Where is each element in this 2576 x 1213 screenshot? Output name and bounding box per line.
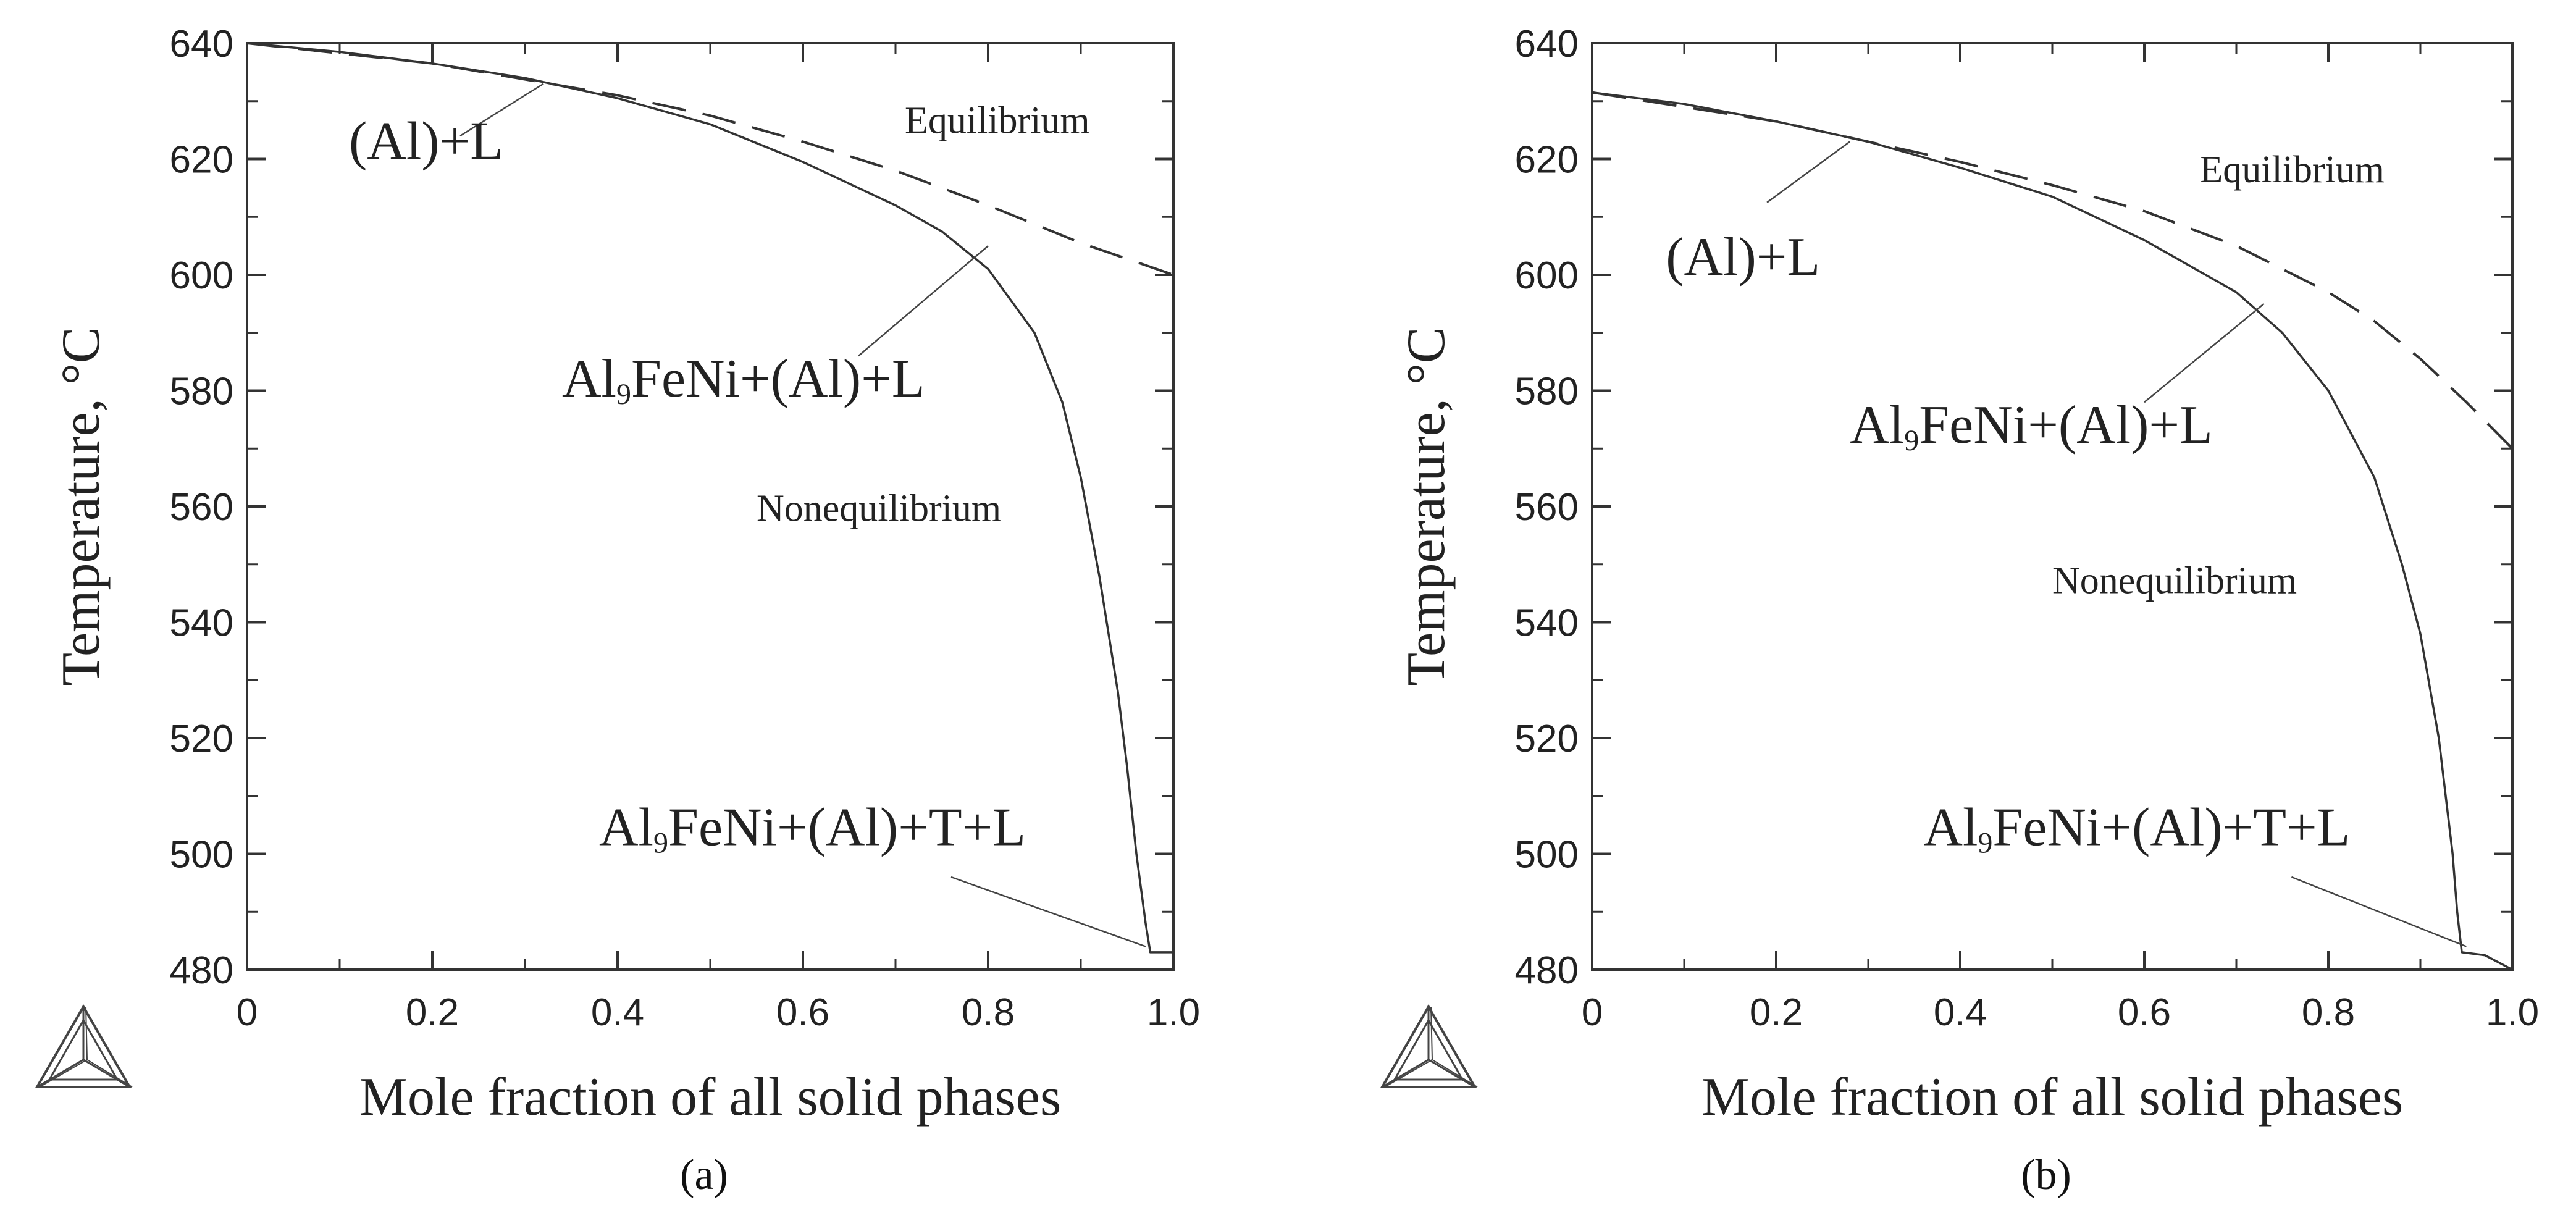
x-tick-label: 0.4 xyxy=(591,991,644,1034)
y-tick-label: 480 xyxy=(170,949,233,992)
y-axis-title: Temperature, °C xyxy=(1396,327,1456,686)
y-tick-label: 560 xyxy=(170,486,233,529)
annotation-leader-line xyxy=(1766,141,1850,203)
y-tick-label: 520 xyxy=(1515,718,1579,760)
y-tick-label: 500 xyxy=(1515,834,1579,876)
y-tick-label: 580 xyxy=(170,371,233,413)
x-tick-label: 0.6 xyxy=(776,991,829,1034)
x-tick-label: 0.2 xyxy=(406,991,459,1034)
x-tick-label: 0 xyxy=(1582,991,1603,1034)
annotation-label: Equilibrium xyxy=(905,99,1090,141)
annotation-leader-line xyxy=(2144,303,2265,403)
thermocalc-logo-icon xyxy=(1380,1004,1478,1088)
x-tick-label: 1.0 xyxy=(1147,991,1200,1034)
y-tick-label: 480 xyxy=(1515,949,1579,992)
x-tick-label: 0 xyxy=(237,991,258,1034)
y-tick-label: 560 xyxy=(1515,486,1579,529)
annotation-label: (Al)+L xyxy=(1666,227,1820,287)
annotation-label: Nonequilibrium xyxy=(2052,560,2297,602)
panel-label: (a) xyxy=(680,1151,728,1199)
y-tick-label: 620 xyxy=(170,139,233,182)
x-tick-label: 0.4 xyxy=(1934,991,1987,1034)
y-tick-label: 640 xyxy=(1515,23,1579,65)
y-tick-label: 580 xyxy=(1515,371,1579,413)
annotation-label: (Al)+L xyxy=(349,112,503,172)
x-axis-title: Mole fraction of all solid phases xyxy=(1701,1067,2403,1127)
y-tick-label: 540 xyxy=(1515,602,1579,645)
y-tick-label: 540 xyxy=(170,602,233,645)
annotation-label: Nonequilibrium xyxy=(757,487,1001,529)
annotation-leader-line xyxy=(2291,876,2467,947)
y-axis-title: Temperature, °C xyxy=(51,327,111,686)
series-line-equilibrium xyxy=(1592,91,2514,450)
y-tick-label: 640 xyxy=(170,23,233,65)
chart-panel-b: 0 0.2 0.4 0.6 0.8 1.0 480 500 520 540 560 580 600 620… xyxy=(1380,23,2539,1199)
chart-panel-a: 0 0.2 0.4 0.6 0.8 1.0 480 500 520 540 560 580 600 620… xyxy=(35,23,1200,1199)
y-tick-label: 500 xyxy=(170,834,233,876)
panel-label: (b) xyxy=(2021,1151,2071,1199)
annotation-label: Al9FeNi+(Al)+L xyxy=(1850,395,2213,457)
y-tick-label: 620 xyxy=(1515,139,1579,182)
annotation-label: Equilibrium xyxy=(2199,149,2385,191)
x-tick-label: 1.0 xyxy=(2486,991,2539,1034)
x-tick-label: 0.8 xyxy=(2302,991,2355,1034)
x-axis-title: Mole fraction of all solid phases xyxy=(359,1067,1061,1127)
x-tick-label: 0.2 xyxy=(1750,991,1803,1034)
annotation-label: Al9FeNi+(Al)+T+L xyxy=(1923,797,2350,859)
y-tick-label: 600 xyxy=(1515,254,1579,297)
annotation-label: Al9FeNi+(Al)+L xyxy=(562,349,925,411)
series-line-equilibrium xyxy=(246,42,1174,276)
y-tick-label: 600 xyxy=(170,254,233,297)
annotation-leader-line xyxy=(459,83,544,137)
annotation-leader-line xyxy=(858,245,989,357)
thermocalc-logo-icon xyxy=(35,1004,133,1088)
x-tick-label: 0.6 xyxy=(2118,991,2171,1034)
x-tick-label: 0.8 xyxy=(962,991,1015,1034)
annotation-label: Al9FeNi+(Al)+T+L xyxy=(599,797,1026,859)
annotation-leader-line xyxy=(950,876,1146,947)
y-tick-label: 520 xyxy=(170,718,233,760)
series-line-nonequilibrium xyxy=(246,42,1173,954)
